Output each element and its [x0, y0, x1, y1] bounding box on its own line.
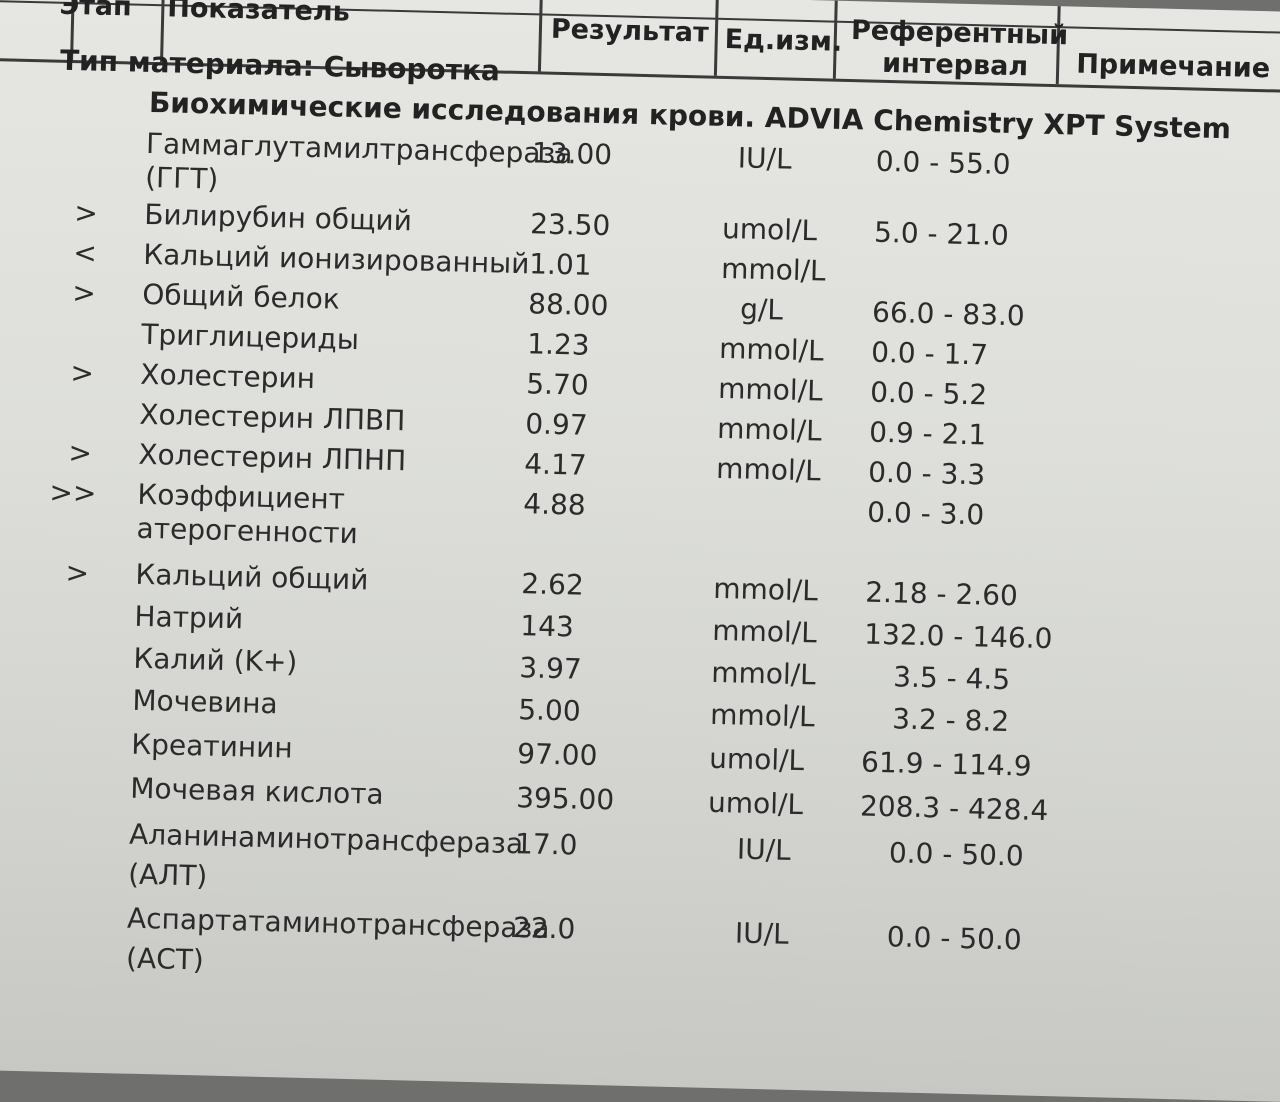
unit: mmol/L — [720, 251, 827, 288]
header-note: Примечание — [1075, 48, 1271, 85]
flag: > — [73, 196, 99, 230]
result-value: 5.00 — [517, 693, 582, 728]
result-value: 17.0 — [514, 827, 578, 862]
indicator-name: Коэффициент — [137, 477, 346, 516]
unit: mmol/L — [709, 697, 816, 734]
unit: mmol/L — [712, 571, 819, 608]
reference-range: 0.0 - 55.0 — [875, 144, 1011, 181]
unit: mmol/L — [711, 613, 818, 650]
unit: umol/L — [707, 785, 804, 822]
reference-range: 132.0 - 146.0 — [863, 617, 1053, 656]
unit: umol/L — [721, 211, 818, 248]
unit: mmol/L — [718, 331, 825, 368]
indicator-name: Холестерин — [140, 357, 316, 396]
result-value: 143 — [519, 609, 575, 644]
unit: IU/L — [734, 916, 790, 951]
result-value: 2.62 — [521, 567, 585, 602]
header-indicator: Показатель — [166, 0, 351, 28]
result-value: 4.17 — [523, 447, 588, 482]
indicator-name-cont: атерогенности — [136, 511, 359, 551]
reference-range: 0.0 - 3.0 — [866, 495, 985, 532]
header-divider — [713, 0, 719, 76]
unit: mmol/L — [717, 371, 824, 408]
reference-range: 0.0 - 1.7 — [870, 335, 989, 372]
unit: IU/L — [737, 141, 793, 176]
reference-range: 5.0 - 21.0 — [873, 215, 1010, 252]
reference-range: 66.0 - 83.0 — [871, 295, 1026, 333]
indicator-name-cont: (АСТ) — [125, 941, 205, 977]
reference-range: 61.9 - 114.9 — [860, 745, 1032, 783]
result-value: 22.0 — [512, 911, 576, 946]
flag: > — [71, 276, 97, 310]
flag: < — [72, 236, 98, 270]
reference-range: 0.0 - 5.2 — [869, 375, 988, 412]
unit: umol/L — [708, 741, 805, 778]
header-reference-line2: интервал — [881, 47, 1029, 83]
reference-range: 208.3 - 428.4 — [859, 789, 1049, 828]
reference-range: 2.18 - 2.60 — [864, 575, 1019, 613]
result-value: 23.50 — [529, 207, 611, 243]
indicator-name: Холестерин ЛПВП — [139, 397, 406, 438]
indicator-name: Кальций общий — [135, 557, 369, 597]
indicator-name: Триглицериды — [140, 317, 360, 357]
result-value: 5.70 — [525, 367, 590, 402]
flag: > — [68, 436, 93, 470]
unit: mmol/L — [715, 451, 822, 488]
result-value: 13.00 — [531, 136, 613, 172]
header-reference-line1: Референтный — [850, 15, 1069, 52]
indicator-name: Креатинин — [130, 727, 294, 765]
reference-range: 3.5 - 4.5 — [892, 660, 1011, 697]
result-value: 0.97 — [524, 407, 589, 442]
indicator-name: Аланинаминотрансфераза — [128, 817, 524, 861]
unit: mmol/L — [710, 655, 817, 692]
indicator-name-cont: (АЛТ) — [127, 857, 208, 893]
indicator-name: Аспартатаминотрансфераза — [126, 901, 550, 945]
indicator-name: Калий (K+) — [133, 641, 298, 679]
header-unit: Ед.изм. — [724, 23, 843, 58]
unit: mmol/L — [716, 411, 823, 448]
indicator-name: Натрий — [134, 599, 244, 636]
result-value: 88.00 — [527, 287, 609, 323]
result-value: 395.00 — [515, 781, 615, 817]
unit: IU/L — [736, 832, 792, 867]
header-result: Результат — [550, 13, 710, 49]
indicator-name: Билирубин общий — [143, 197, 413, 238]
header-divider — [537, 0, 543, 72]
material-type: Тип материала: Сыворотка — [59, 43, 501, 88]
header-code: Этап — [59, 0, 133, 23]
result-value: 4.88 — [522, 487, 587, 522]
indicator-name: Холестерин ЛПНП — [138, 437, 407, 478]
result-value: 3.97 — [518, 651, 583, 686]
indicator-name: Мочевина — [132, 683, 279, 721]
reference-range: 3.2 - 8.2 — [891, 702, 1010, 739]
result-value: 97.00 — [516, 737, 598, 773]
reference-range: 0.0 - 3.3 — [867, 455, 986, 492]
unit: g/L — [739, 292, 784, 327]
reference-range: 0.9 - 2.1 — [868, 415, 987, 452]
flag: > — [65, 556, 90, 590]
indicator-name: Мочевая кислота — [129, 771, 385, 811]
indicator-name-cont: (ГГТ) — [144, 160, 219, 196]
result-value: 1.01 — [528, 247, 592, 282]
flag: >> — [49, 475, 97, 510]
indicator-name: Общий белок — [141, 277, 341, 316]
table-row: Аспартатаминотрансфераза (АСТ) 22.0 IU/L… — [0, 898, 1267, 977]
reference-range: 0.0 - 50.0 — [886, 920, 1023, 957]
flag: > — [70, 356, 95, 390]
reference-range: 0.0 - 50.0 — [888, 836, 1025, 873]
result-value: 1.23 — [526, 327, 591, 362]
